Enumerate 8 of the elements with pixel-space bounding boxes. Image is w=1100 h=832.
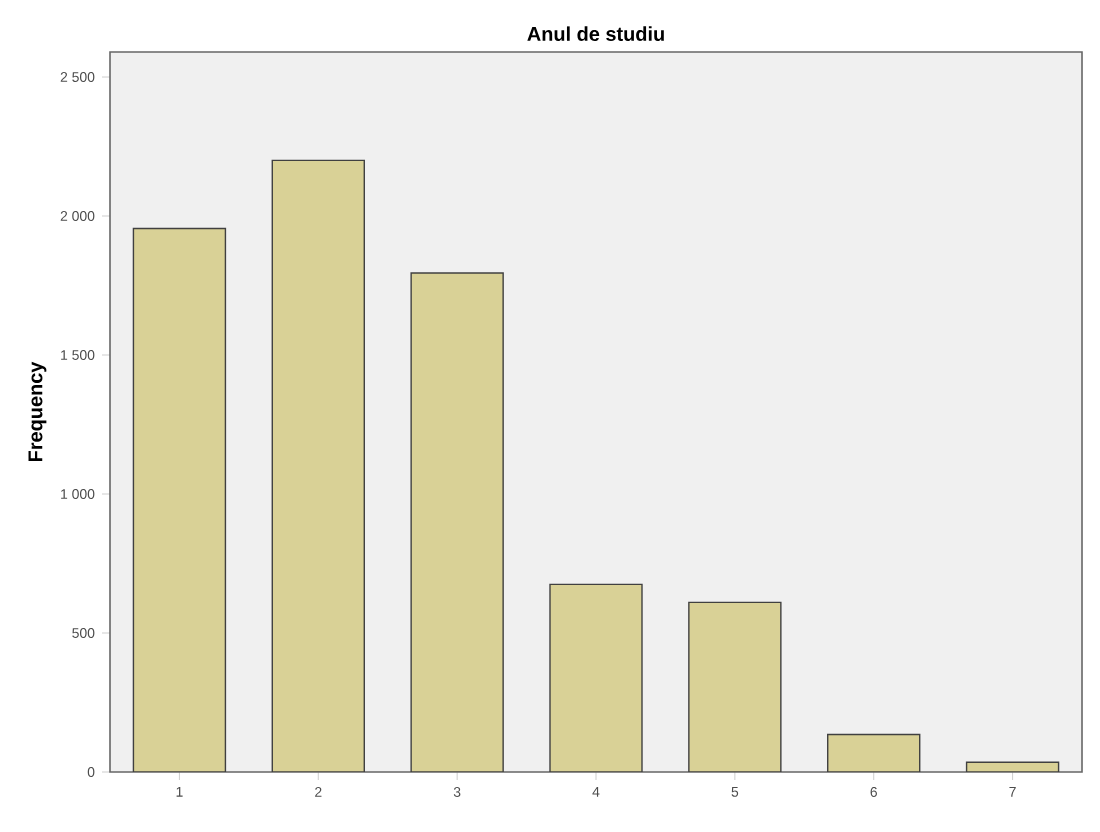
y-axis-title: Frequency [28, 361, 47, 462]
bar [132, 227, 227, 772]
bar [411, 273, 504, 772]
bar [271, 159, 365, 772]
bar [688, 601, 782, 772]
chart-title: Anul de studiu [527, 26, 664, 41]
bar [549, 583, 643, 772]
bar [827, 733, 921, 772]
